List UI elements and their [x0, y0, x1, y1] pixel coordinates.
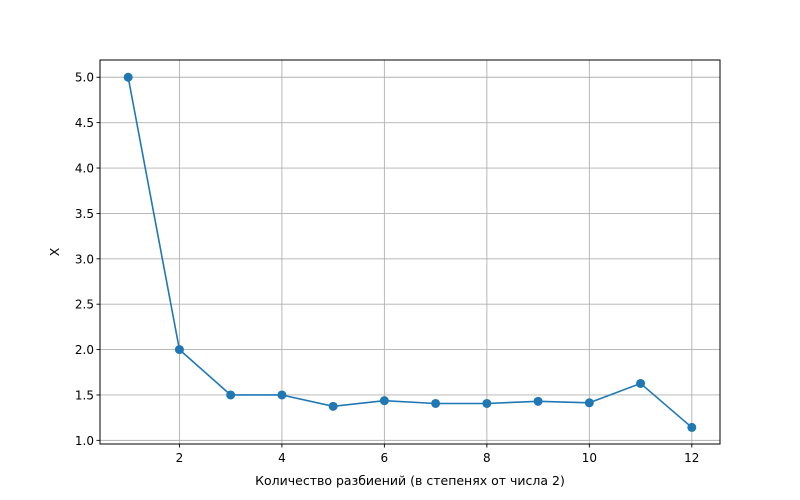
data-point	[328, 401, 338, 411]
x-axis-label: Количество разбиений (в степенях от числ…	[255, 473, 565, 488]
y-tick-label: 3.0	[75, 252, 94, 266]
x-tick-label: 4	[278, 451, 286, 465]
series-line	[127, 77, 693, 429]
y-tick-label: 5.0	[75, 71, 94, 85]
grid	[100, 60, 720, 444]
data-point	[636, 378, 646, 388]
y-tick-label: 2.5	[75, 298, 94, 312]
x-tick-label: 8	[483, 451, 491, 465]
y-tick-label: 3.5	[75, 207, 94, 221]
data-point	[482, 398, 492, 408]
series-layer	[123, 72, 697, 432]
data-point	[584, 398, 594, 408]
y-tick-label: 1.5	[75, 388, 94, 402]
y-tick-label: 1.0	[75, 434, 94, 448]
y-axis-ticks: 1.0 1.5 2.0 2.5 3.0 3.5 4.0 4.5 5.0	[75, 71, 100, 448]
data-point	[174, 345, 184, 355]
x-tick-label: 12	[684, 451, 699, 465]
data-point	[123, 72, 133, 82]
x-tick-label: 6	[381, 451, 389, 465]
y-tick-label: 2.0	[75, 343, 94, 357]
data-point	[277, 390, 287, 400]
data-point	[533, 396, 543, 406]
data-point	[379, 396, 389, 406]
data-point	[226, 390, 236, 400]
y-tick-label: 4.0	[75, 162, 94, 176]
x-tick-label: 2	[176, 451, 184, 465]
y-tick-label: 4.5	[75, 116, 94, 130]
data-point	[431, 398, 441, 408]
y-axis-label: X	[47, 247, 62, 256]
plot-frame	[99, 59, 721, 445]
x-axis-ticks: 2 4 6 8 10 12	[176, 444, 699, 465]
x-tick-label: 10	[582, 451, 597, 465]
data-point	[687, 422, 697, 432]
